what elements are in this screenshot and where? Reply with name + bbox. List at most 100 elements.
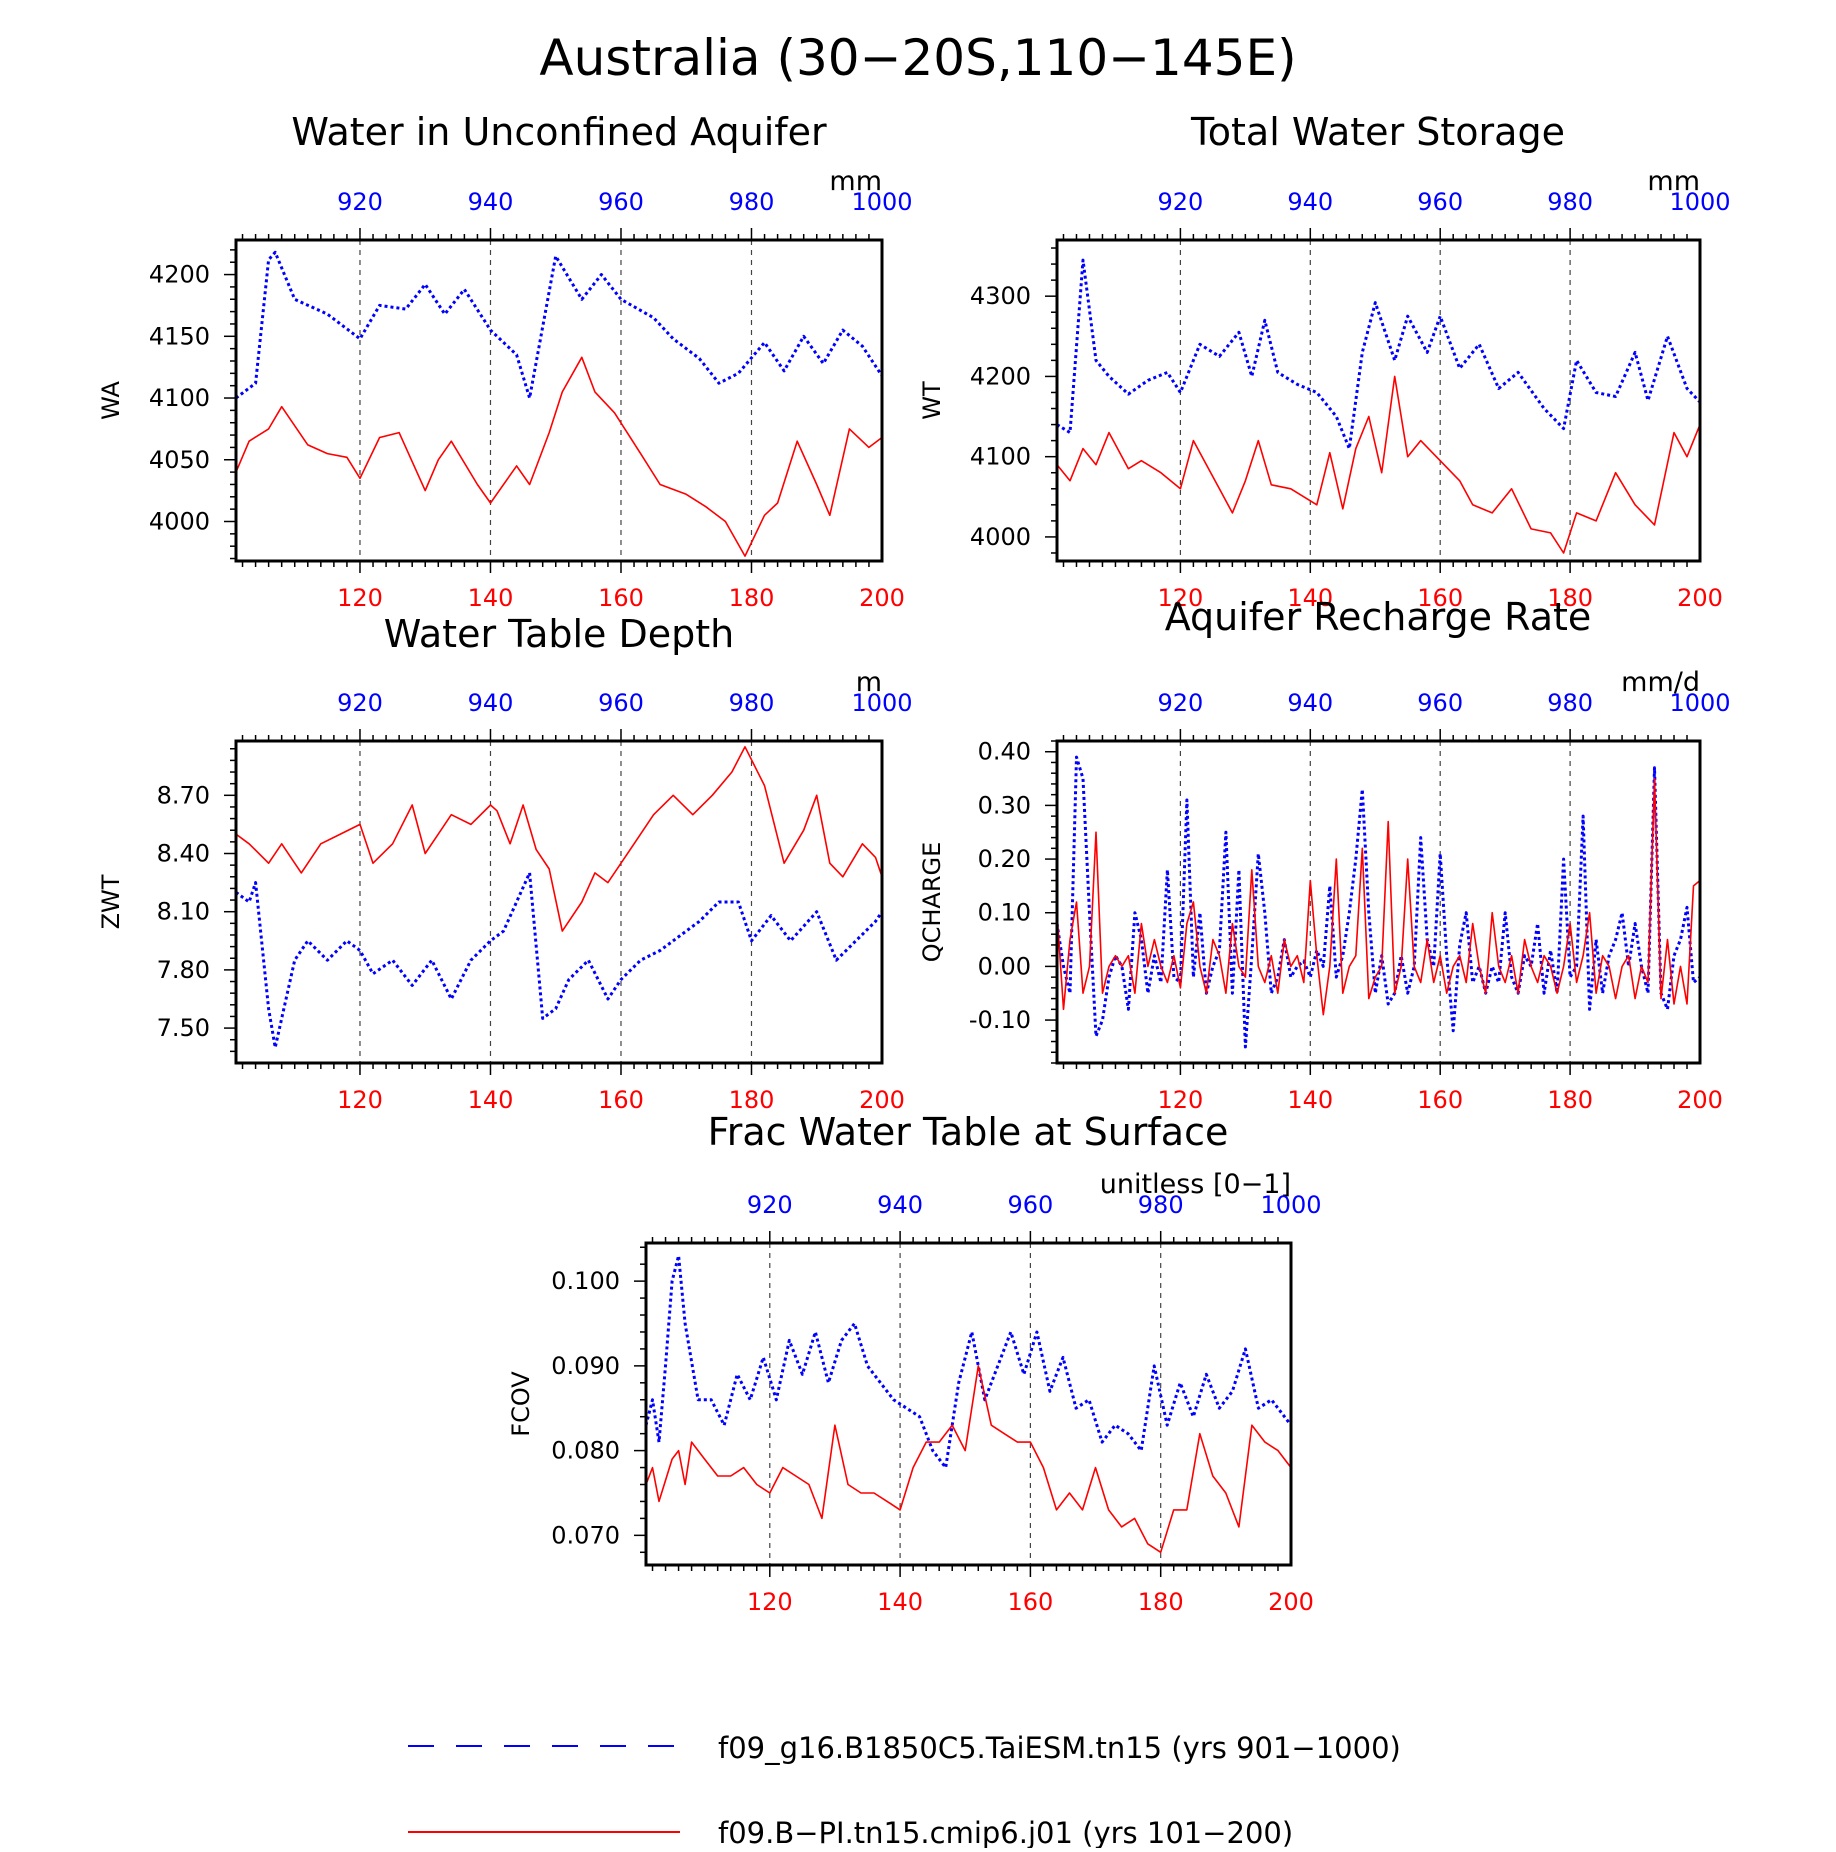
x-tick-label-top-zwt: 940	[468, 689, 514, 717]
panel-title-wa: Water in Unconfined Aquifer	[291, 110, 827, 154]
series-line-wt-cmip6	[1056, 375, 1701, 554]
units-label-zwt: m	[856, 667, 882, 698]
panel-fcov: Frac Water Table at Surface unitless [0−1…	[507, 1110, 1322, 1616]
y-tick-label-fcov: 0.100	[551, 1267, 620, 1295]
y-axis-label-qcharge: QCHARGE	[918, 842, 946, 963]
x-tick-label-bottom-fcov: 160	[1007, 1588, 1053, 1616]
y-axis-label-wt: WT	[918, 381, 946, 420]
x-tick-label-top-wt: 940	[1287, 188, 1333, 216]
x-tick-label-top-wt: 980	[1547, 188, 1593, 216]
x-tick-label-bottom-wt: 120	[1157, 584, 1203, 612]
series-line-zwt-taiesm	[235, 871, 884, 1049]
y-tick-label-zwt: 8.10	[157, 898, 210, 926]
y-tick-label-wa: 4100	[149, 384, 210, 412]
x-tick-label-top-wa: 980	[729, 188, 775, 216]
x-tick-label-bottom-qcharge: 140	[1287, 1086, 1333, 1114]
x-tick-label-bottom-wt: 140	[1287, 584, 1333, 612]
x-tick-label-top-qcharge: 980	[1547, 689, 1593, 717]
y-tick-label-zwt: 7.50	[157, 1014, 210, 1042]
y-tick-label-qcharge: 0.10	[978, 899, 1031, 927]
legend-label-cmip6: f09.B−PI.tn15.cmip6.j01 (yrs 101−200)	[718, 1816, 1293, 1848]
x-tick-label-top-qcharge: 960	[1417, 689, 1463, 717]
x-tick-label-top-zwt: 980	[729, 689, 775, 717]
panel-title-wt: Total Water Storage	[1190, 110, 1565, 154]
y-tick-label-zwt: 8.40	[157, 840, 210, 868]
x-tick-label-bottom-qcharge: 120	[1157, 1086, 1203, 1114]
panel-qcharge: Aquifer Recharge Rate mm/d QCHARGE 120 140 16…	[918, 595, 1731, 1114]
x-tick-label-bottom-wa: 120	[337, 584, 383, 612]
series-line-qcharge-cmip6	[1056, 777, 1701, 1016]
x-tick-label-bottom-wa: 180	[729, 584, 775, 612]
x-tick-label-top-zwt: 920	[337, 689, 383, 717]
y-axis-label-zwt: ZWT	[97, 874, 125, 929]
y-tick-label-qcharge: 0.30	[978, 791, 1031, 819]
units-label-qcharge: mm/d	[1621, 667, 1700, 698]
x-tick-label-bottom-wa: 140	[468, 584, 514, 612]
y-axis-label-fcov: FCOV	[507, 1371, 535, 1437]
x-tick-label-top-fcov: 940	[877, 1191, 923, 1219]
x-tick-label-top-wa: 920	[337, 188, 383, 216]
panel-title-fcov: Frac Water Table at Surface	[708, 1110, 1229, 1154]
x-tick-label-top-zwt: 960	[598, 689, 644, 717]
units-label-wa: mm	[829, 166, 882, 197]
y-tick-label-qcharge: -0.10	[969, 1006, 1031, 1034]
y-tick-label-wa: 4150	[149, 322, 210, 350]
y-tick-label-zwt: 7.80	[157, 956, 210, 984]
y-tick-label-fcov: 0.070	[551, 1521, 620, 1549]
x-tick-label-top-qcharge: 940	[1287, 689, 1333, 717]
x-tick-label-bottom-wa: 160	[598, 584, 644, 612]
x-tick-label-bottom-zwt: 160	[598, 1086, 644, 1114]
x-tick-label-top-fcov: 980	[1138, 1191, 1184, 1219]
y-tick-label-wa: 4050	[149, 446, 210, 474]
series-line-fcov-taiesm	[644, 1254, 1293, 1470]
x-tick-label-top-wa: 1000	[851, 188, 912, 216]
x-tick-label-bottom-wa: 200	[859, 584, 905, 612]
series-line-zwt-cmip6	[235, 745, 883, 932]
x-tick-label-bottom-wt: 180	[1547, 584, 1593, 612]
x-tick-label-top-fcov: 1000	[1260, 1191, 1321, 1219]
x-tick-label-bottom-zwt: 120	[337, 1086, 383, 1114]
x-tick-label-top-wt: 960	[1417, 188, 1463, 216]
x-tick-label-top-qcharge: 920	[1157, 689, 1203, 717]
units-label-wt: mm	[1647, 166, 1700, 197]
y-tick-label-qcharge: 0.00	[978, 952, 1031, 980]
x-tick-label-top-qcharge: 1000	[1669, 689, 1730, 717]
plot-frame-zwt	[234, 739, 884, 1065]
x-tick-label-bottom-zwt: 180	[729, 1086, 775, 1114]
x-tick-label-bottom-qcharge: 160	[1417, 1086, 1463, 1114]
y-tick-label-zwt: 8.70	[157, 781, 210, 809]
panel-zwt: Water Table Depth m ZWT 120 140 160 180 200 920 9…	[97, 612, 913, 1114]
y-tick-label-wt: 4200	[970, 362, 1031, 390]
y-tick-label-wa: 4200	[149, 261, 210, 289]
series-line-qcharge-taiesm	[1055, 755, 1701, 1049]
plot-frame-qcharge	[1055, 739, 1702, 1065]
panel-wt: Total Water Storage mm WT 120 140 160 180 200 92…	[918, 110, 1731, 612]
y-tick-label-fcov: 0.080	[551, 1437, 620, 1465]
x-tick-label-bottom-wt: 160	[1417, 584, 1463, 612]
y-axis-label-wa: WA	[97, 381, 125, 420]
y-tick-label-wt: 4100	[970, 443, 1031, 471]
x-tick-label-bottom-zwt: 200	[859, 1086, 905, 1114]
x-tick-label-bottom-fcov: 200	[1268, 1588, 1314, 1616]
plot-frame-fcov	[644, 1241, 1293, 1567]
x-tick-label-top-wt: 920	[1157, 188, 1203, 216]
x-tick-label-bottom-fcov: 120	[747, 1588, 793, 1616]
x-tick-label-top-zwt: 1000	[851, 689, 912, 717]
plot-frame-wt	[1055, 238, 1702, 563]
plot-frame-wa	[234, 238, 884, 563]
x-tick-label-top-wt: 1000	[1669, 188, 1730, 216]
x-tick-label-top-wa: 940	[468, 188, 514, 216]
x-tick-label-bottom-zwt: 140	[468, 1086, 514, 1114]
series-line-wt-taiesm	[1056, 258, 1702, 451]
y-tick-label-wa: 4000	[149, 507, 210, 535]
x-tick-label-bottom-fcov: 180	[1138, 1588, 1184, 1616]
legend: f09_g16.B1850C5.TaiESM.tn15 (yrs 901−100…	[408, 1731, 1401, 1850]
y-tick-label-wt: 4300	[970, 282, 1031, 310]
x-tick-label-top-wa: 960	[598, 188, 644, 216]
x-tick-label-bottom-qcharge: 180	[1547, 1086, 1593, 1114]
